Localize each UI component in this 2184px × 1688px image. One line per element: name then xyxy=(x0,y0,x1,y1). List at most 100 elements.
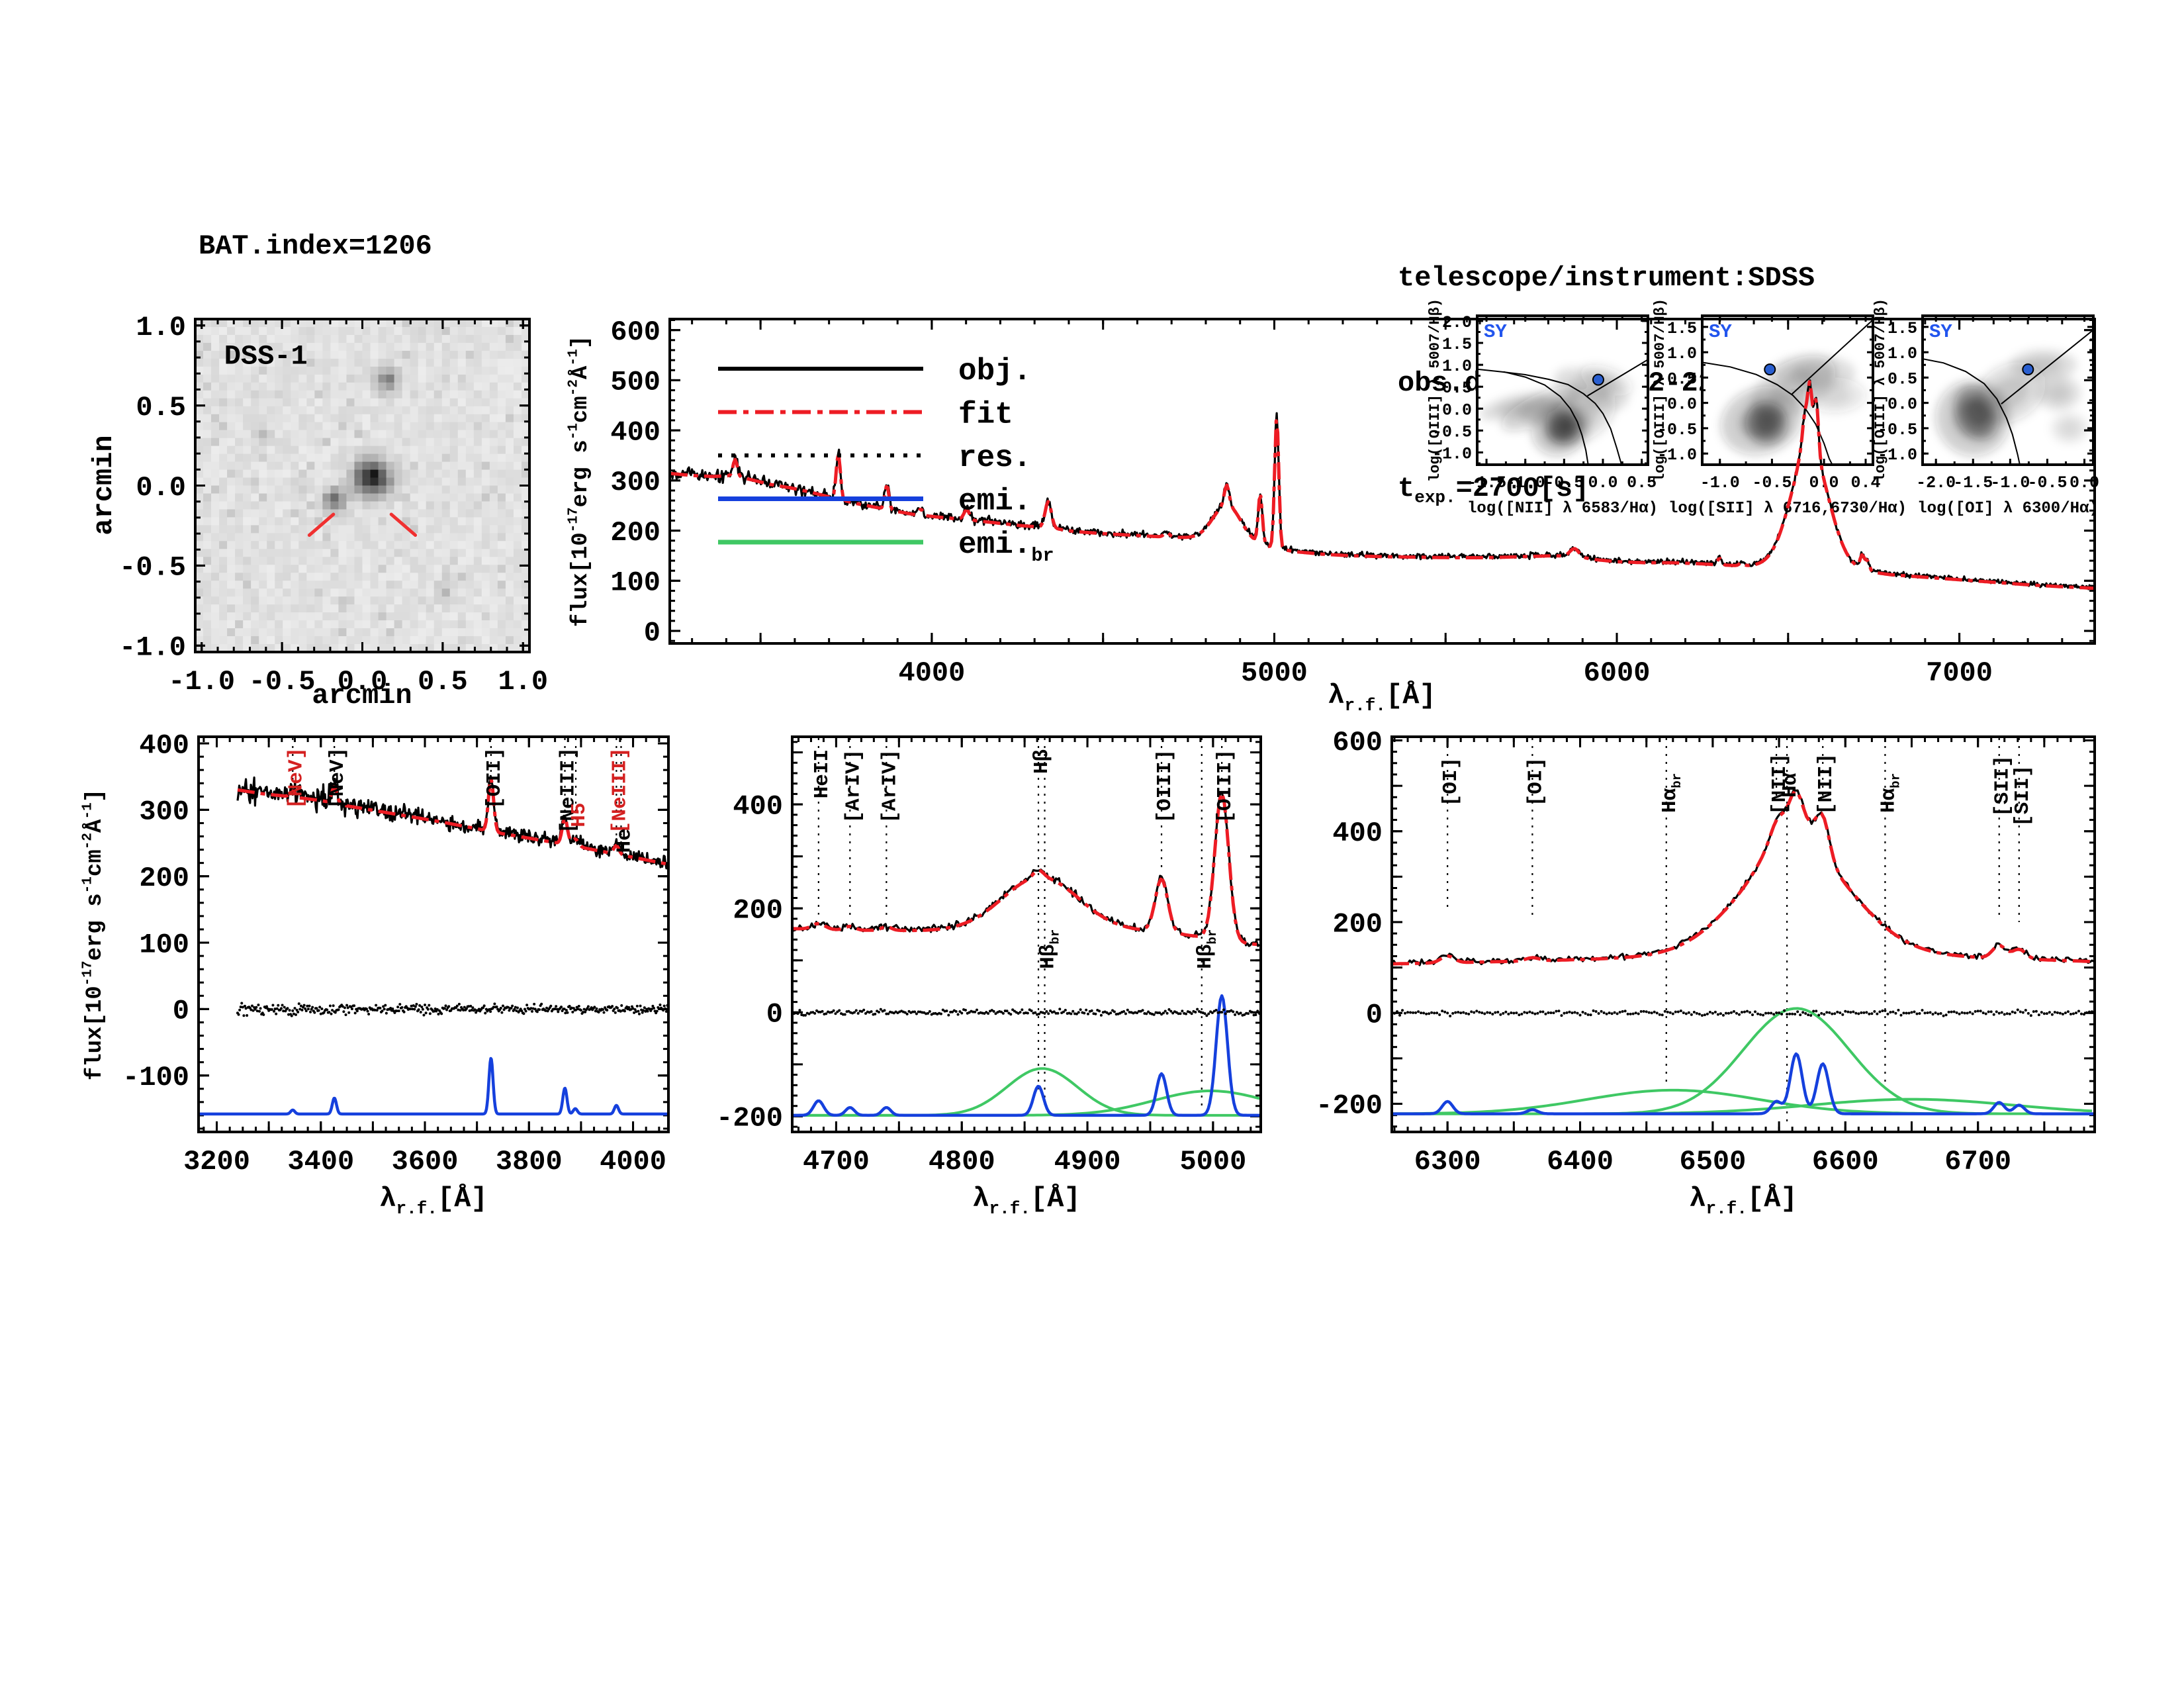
y-tick-label: 0.5 xyxy=(136,392,186,424)
dss-y-axis-label: arcmin xyxy=(88,435,120,535)
x-tick-label: 3600 xyxy=(392,1146,459,1178)
y-tick-label: -200 xyxy=(716,1103,783,1135)
inset-y-tick: 1.5 xyxy=(1442,335,1472,354)
demarcation-curve xyxy=(1791,319,1873,395)
y-tick-label: 100 xyxy=(139,929,189,961)
main-spectrum: 4000 5000 6000 7000 0 100 200 300 400 500 600 λr.f.… xyxy=(566,316,2096,716)
x-tick-label: 3400 xyxy=(287,1146,354,1178)
line-annotation-label: Hβ xyxy=(1030,749,1054,774)
target-marker xyxy=(389,512,418,537)
inset-x-tick: -1.5 xyxy=(1467,473,1506,492)
inset-y-tick: 0.0 xyxy=(1442,400,1472,420)
x-axis-label: λr.f.[Å] xyxy=(1689,1183,1797,1219)
y-tick-label: 400 xyxy=(139,729,189,761)
zoom-halpha: 6300 6400 6500 6600 6700 -200 0 200 400 600 [OI] [O… xyxy=(1316,727,2096,1219)
inset-x-tick: -0.5 xyxy=(2027,473,2067,492)
legend: obj. fit res. emi. emi.br xyxy=(718,354,1054,567)
inset-x-tick: -0.5 xyxy=(1752,473,1792,492)
line-annotation-label: H5 xyxy=(568,803,591,827)
y-tick-label: 600 xyxy=(610,316,660,348)
dss-title: DSS-1 xyxy=(224,341,308,373)
y-tick-label: 0 xyxy=(766,999,783,1031)
x-tick-label: 4700 xyxy=(803,1146,870,1178)
inset-x-tick: -1.0 xyxy=(1506,473,1545,492)
fit-spectrum xyxy=(237,776,668,866)
inset-y-tick: 2.0 xyxy=(1442,313,1472,332)
y-tick-label: -200 xyxy=(1316,1090,1383,1122)
inset-y-tick: 0.5 xyxy=(1888,369,1917,389)
legend-label-emi_br: emi.br xyxy=(958,528,1054,567)
bpt-data-point xyxy=(2022,363,2034,376)
inset-y-tick: -1.0 xyxy=(1878,445,1917,465)
inset-x-tick: -1.5 xyxy=(1953,473,1993,492)
y-tick-label: 200 xyxy=(610,517,660,549)
line-annotation-label: [ArIV] xyxy=(878,749,901,823)
x-tick-label: 5000 xyxy=(1179,1146,1246,1178)
inset-y-tick: 1.5 xyxy=(1888,319,1917,338)
inset-y-tick: -0.5 xyxy=(1657,420,1697,440)
inset-y-axis-label: log([OIII] λ 5007/Hβ) xyxy=(1652,299,1668,482)
x-tick-label: 6300 xyxy=(1414,1146,1481,1178)
line-annotation-label: [NeIII] xyxy=(608,747,631,833)
legend-label-fit: fit xyxy=(958,398,1013,432)
y-tick-label: 0 xyxy=(644,617,660,649)
fit-spectrum xyxy=(792,791,1261,947)
y-tick-label: 400 xyxy=(733,790,783,822)
y-tick-label: 300 xyxy=(139,796,189,828)
y-tick-label: 0 xyxy=(173,996,189,1027)
y-tick-label: 0.0 xyxy=(136,472,186,504)
inset-y-tick: 0.0 xyxy=(1888,395,1917,414)
line-annotations xyxy=(817,738,1223,1109)
y-axis-label: flux[10-17erg s-1cm-2Å-1] xyxy=(80,789,108,1080)
y-tick-label: 400 xyxy=(1332,818,1383,849)
x-tick-label: 6600 xyxy=(1812,1146,1879,1178)
density-cloud xyxy=(1935,350,2089,456)
inset-y-axis-label: log([OIII] λ 5007/Hβ) xyxy=(1427,299,1443,482)
seyfert-tag: SY xyxy=(1929,321,1952,343)
dss-pixel-grid xyxy=(195,319,530,653)
line-annotation-label: Hβbr xyxy=(1037,929,1063,969)
line-annotation-label: Hβbr xyxy=(1194,929,1220,969)
inset-y-tick: -1.0 xyxy=(1432,444,1472,463)
x-tick-label: 4000 xyxy=(600,1146,666,1178)
line-annotation-label: He xyxy=(613,828,636,853)
observed-spectrum xyxy=(1390,789,2095,966)
line-annotation-label: [OIII] xyxy=(1214,749,1237,823)
bpt-data-point xyxy=(1764,363,1776,376)
line-annotation-label: [OIII] xyxy=(1154,749,1177,823)
bpt-nii: -1.5-1.0-0.5 0.0 0.5-1.0-0.50.00.51.01.52.… xyxy=(1427,299,1658,518)
line-annotation-label: Hαbr xyxy=(1877,773,1903,813)
inset-y-tick: 0.5 xyxy=(1667,369,1697,389)
line-labels: [OI] [OI] Hαbr [NII]Hα [NII] Hαbr [SII][SII] xyxy=(1439,753,2034,827)
emission-narrow-component xyxy=(1392,1052,2094,1115)
y-tick-label: 300 xyxy=(610,467,660,498)
observed-spectrum xyxy=(236,774,669,870)
inset-x-tick: -1.0 xyxy=(1700,473,1740,492)
panel-frame xyxy=(1476,314,1649,466)
inset-y-tick: 0.5 xyxy=(1442,379,1472,398)
emission-broad-component xyxy=(1392,1007,2092,1115)
x-tick-label: 0.5 xyxy=(418,666,468,698)
x-axis-label: λr.f.[Å] xyxy=(379,1183,487,1219)
inset-y-tick: 0.0 xyxy=(1667,395,1697,414)
bpt-sii: -1.0 -0.5 0.0 0.4-1.0-0.50.00.51.01.5 SYlog(… xyxy=(1652,299,1907,518)
bpt-oi: -2.0-1.5-1.0-0.5 0.0-1.0-0.50.00.51.01.5 S… xyxy=(1872,299,2099,518)
y-tick-label: 200 xyxy=(733,895,783,927)
x-tick-label: 6500 xyxy=(1679,1146,1746,1178)
line-labels: [NeV] [NeV] [OII] [NeIII]H5 [NeIII]He xyxy=(285,747,636,853)
inset-y-tick: 1.5 xyxy=(1667,319,1697,338)
line-annotation-label: [NeIII] xyxy=(557,747,580,833)
demarcation-curve xyxy=(1477,368,1623,465)
y-tick-label: -1.0 xyxy=(119,632,186,664)
x-axis-label: λr.f.[Å] xyxy=(1328,680,1435,716)
residual-dots xyxy=(236,1002,670,1017)
line-annotation-label: [OI] xyxy=(1439,757,1463,806)
panel-frame xyxy=(1390,735,2096,1133)
inset-x-axis-label: log([OI] λ 6300/Hα) xyxy=(1917,500,2099,518)
line-annotation-label: [SII] xyxy=(2011,765,2034,827)
telescope-instrument: telescope/instrument:SDSS xyxy=(1398,262,1815,294)
y-tick-label: -100 xyxy=(122,1062,189,1094)
target-marker xyxy=(307,512,336,537)
